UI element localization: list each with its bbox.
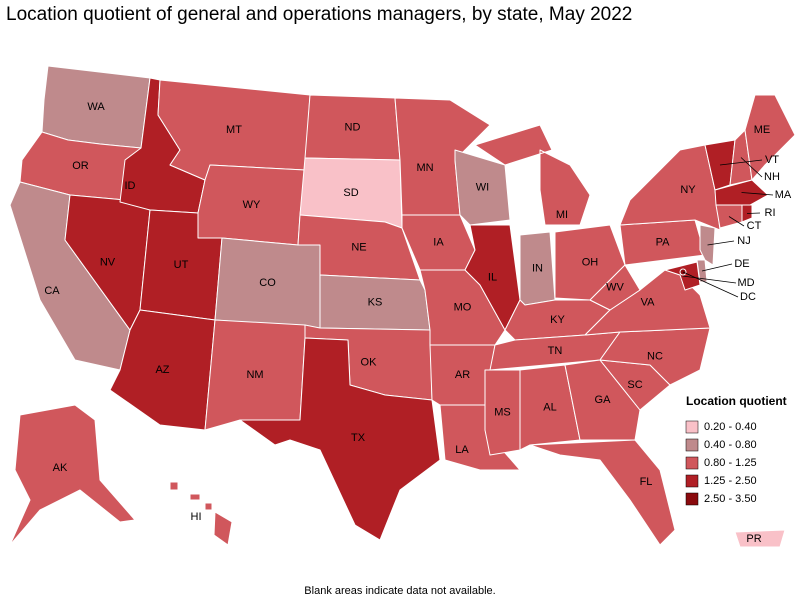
callout-line <box>701 263 733 272</box>
state-label: NJ <box>737 235 750 247</box>
state-label: NV <box>100 256 116 268</box>
state-label: TN <box>548 345 563 357</box>
state-label: SC <box>627 379 642 391</box>
state-fl <box>529 439 676 546</box>
state-label: AK <box>53 462 68 474</box>
legend-swatch <box>685 438 699 452</box>
callout-line <box>746 212 761 214</box>
state-label: TX <box>351 432 366 444</box>
state-label: MT <box>226 124 242 136</box>
state-label: AR <box>455 369 470 381</box>
state-labels: WA OR CA NV ID MT WY UT AZ CO NM ND SD NE KS OK TX MN IA MO… <box>44 101 792 545</box>
state-label: WI <box>476 181 489 193</box>
state-label: IN <box>532 262 543 274</box>
legend-label: 1.25 - 2.50 <box>704 475 757 487</box>
state-ny <box>619 144 721 231</box>
state-label: IA <box>433 236 444 248</box>
state-label: CA <box>44 285 60 297</box>
callout-line <box>682 271 739 298</box>
state-label: OK <box>361 356 378 368</box>
state-label: KS <box>368 296 383 308</box>
legend-label: 2.50 - 3.50 <box>704 493 757 505</box>
legend: 0.20 - 0.40 0.40 - 0.80 0.80 - 1.25 1.25 - … <box>685 420 757 506</box>
title: Location quotient of general and operati… <box>6 4 632 25</box>
state-ga <box>564 359 641 441</box>
footnote: Blank areas indicate data not available. <box>304 585 495 597</box>
callout-line <box>740 157 763 178</box>
state-label: OR <box>72 160 89 172</box>
state-label: NH <box>764 171 780 183</box>
state-mi <box>474 124 591 226</box>
state-label: MD <box>737 277 754 289</box>
legend-label: 0.20 - 0.40 <box>704 421 757 433</box>
state-label: IL <box>488 271 497 283</box>
state-tx <box>239 337 441 541</box>
legend-swatch <box>685 456 699 470</box>
states <box>9 65 796 548</box>
state-label: DC <box>740 291 756 303</box>
legend-label: 0.40 - 0.80 <box>704 439 757 451</box>
state-label: NM <box>246 369 263 381</box>
callout-line <box>682 275 737 284</box>
state-label: MS <box>494 406 511 418</box>
state-label: MI <box>556 209 568 221</box>
callout-line <box>741 192 774 196</box>
state-label: WY <box>243 199 261 211</box>
state-label: VT <box>765 154 779 166</box>
state-label: ME <box>754 124 771 136</box>
state-pr <box>734 529 786 548</box>
state-label: NY <box>680 184 696 196</box>
legend-swatch <box>685 492 699 506</box>
legend-title: Location quotient <box>686 394 787 408</box>
state-label: HI <box>191 511 202 523</box>
state-label: SD <box>343 187 358 199</box>
state-label: GA <box>595 394 612 406</box>
state-me <box>744 94 796 181</box>
state-label: WA <box>87 101 105 113</box>
state-ms <box>484 369 521 456</box>
state-label: NC <box>647 350 663 362</box>
state-al <box>519 364 581 451</box>
legend-swatch <box>685 420 699 434</box>
state-label: FL <box>640 476 653 488</box>
state-label: CT <box>747 220 762 232</box>
callout-line <box>707 240 735 246</box>
state-hi <box>169 481 233 546</box>
state-label: LA <box>455 444 469 456</box>
callout-line <box>719 159 763 166</box>
state-label: NE <box>351 241 366 253</box>
state-label: CO <box>259 277 276 289</box>
state-label: ND <box>345 121 361 133</box>
state-ak <box>9 404 136 546</box>
state-label: PA <box>656 236 671 248</box>
state-wv <box>589 264 641 311</box>
state-label: AL <box>543 401 556 413</box>
legend-swatch <box>685 474 699 488</box>
state-label: PR <box>746 533 761 545</box>
state-label: UT <box>174 259 189 271</box>
legend-label: 0.80 - 1.25 <box>704 457 757 469</box>
state-label: VA <box>641 296 656 308</box>
state-label: MA <box>775 189 792 201</box>
state-label: MO <box>454 301 472 313</box>
state-label: ID <box>125 180 136 192</box>
state-il <box>464 224 521 331</box>
state-label: DE <box>734 258 749 270</box>
state-label: WV <box>606 281 624 293</box>
state-label: AZ <box>155 364 169 376</box>
callout-line <box>728 216 745 227</box>
state-label: OH <box>582 256 599 268</box>
state-label: MN <box>416 162 433 174</box>
state-label: KY <box>550 314 565 326</box>
state-label: RI <box>765 207 776 219</box>
